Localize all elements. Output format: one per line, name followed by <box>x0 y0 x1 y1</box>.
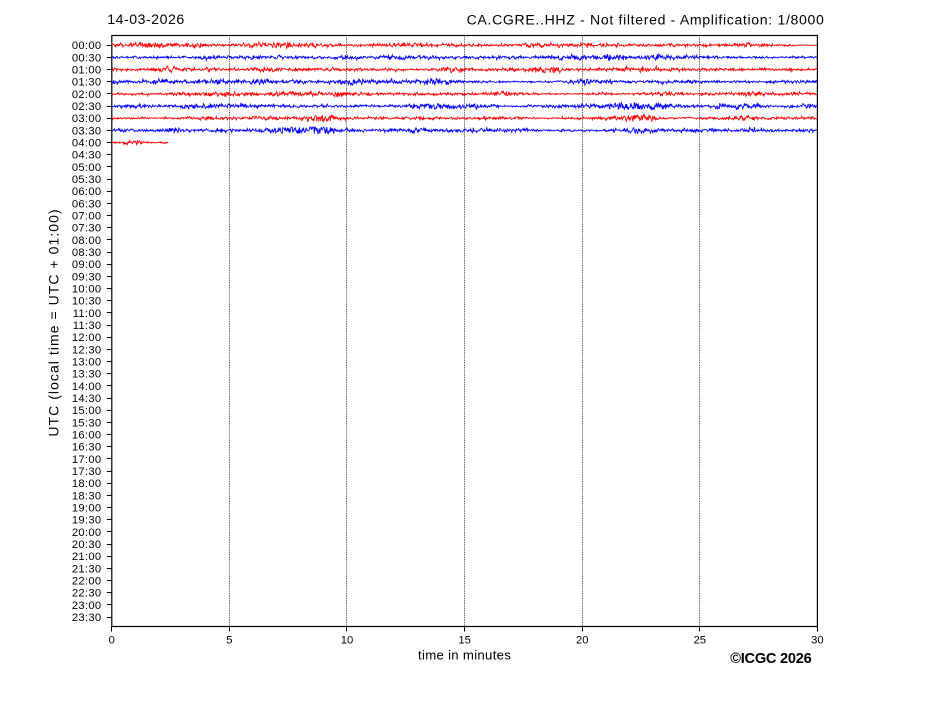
svg-text:time in minutes: time in minutes <box>418 647 511 662</box>
svg-text:04:00: 04:00 <box>72 137 102 149</box>
svg-text:20:00: 20:00 <box>72 527 102 539</box>
svg-text:01:30: 01:30 <box>72 77 102 89</box>
svg-text:18:00: 18:00 <box>72 478 102 490</box>
svg-text:02:00: 02:00 <box>72 89 102 101</box>
svg-text:UTC (local time = UTC + 01:00): UTC (local time = UTC + 01:00) <box>46 208 62 436</box>
svg-text:23:00: 23:00 <box>72 600 102 612</box>
svg-text:07:00: 07:00 <box>72 210 102 222</box>
svg-text:21:00: 21:00 <box>72 551 102 563</box>
svg-text:©ICGC 2026: ©ICGC 2026 <box>730 651 811 667</box>
svg-text:10:00: 10:00 <box>72 283 102 295</box>
svg-text:05:30: 05:30 <box>72 174 102 186</box>
svg-text:19:30: 19:30 <box>72 515 102 527</box>
svg-text:11:00: 11:00 <box>73 308 102 320</box>
svg-text:05:00: 05:00 <box>72 162 102 174</box>
svg-text:07:30: 07:30 <box>72 223 102 235</box>
svg-text:00:30: 00:30 <box>72 52 102 64</box>
svg-text:12:30: 12:30 <box>72 344 102 356</box>
svg-text:21:30: 21:30 <box>72 563 102 575</box>
svg-text:10: 10 <box>341 635 353 647</box>
svg-text:08:30: 08:30 <box>72 247 102 259</box>
svg-text:23:30: 23:30 <box>72 612 102 624</box>
svg-text:04:30: 04:30 <box>72 150 102 162</box>
svg-text:14:00: 14:00 <box>72 381 102 393</box>
svg-text:02:30: 02:30 <box>72 101 102 113</box>
svg-text:CA.CGRE..HHZ - Not filtered -: CA.CGRE..HHZ - Not filtered - Amplificat… <box>467 11 825 27</box>
svg-text:30: 30 <box>811 635 823 647</box>
svg-text:03:00: 03:00 <box>72 113 102 125</box>
svg-text:20:30: 20:30 <box>72 539 102 551</box>
svg-text:16:00: 16:00 <box>72 429 102 441</box>
svg-text:08:00: 08:00 <box>72 235 102 247</box>
svg-text:06:30: 06:30 <box>72 198 102 210</box>
svg-text:15: 15 <box>458 635 470 647</box>
svg-text:16:30: 16:30 <box>72 442 102 454</box>
svg-text:03:30: 03:30 <box>72 125 102 137</box>
svg-text:14-03-2026: 14-03-2026 <box>107 11 185 27</box>
svg-text:25: 25 <box>694 635 706 647</box>
svg-text:15:00: 15:00 <box>72 405 102 417</box>
svg-text:06:00: 06:00 <box>72 186 102 198</box>
svg-text:19:00: 19:00 <box>72 502 102 514</box>
svg-text:14:30: 14:30 <box>72 393 102 405</box>
svg-text:13:00: 13:00 <box>72 356 102 368</box>
svg-text:15:30: 15:30 <box>72 417 102 429</box>
svg-text:11:30: 11:30 <box>73 320 102 332</box>
svg-text:22:00: 22:00 <box>72 575 102 587</box>
svg-text:0: 0 <box>109 635 115 647</box>
svg-text:17:00: 17:00 <box>72 454 102 466</box>
svg-text:13:30: 13:30 <box>72 369 102 381</box>
svg-text:00:00: 00:00 <box>72 40 102 52</box>
svg-text:22:30: 22:30 <box>72 588 102 600</box>
svg-text:12:00: 12:00 <box>72 332 102 344</box>
svg-text:17:30: 17:30 <box>72 466 102 478</box>
svg-text:01:00: 01:00 <box>72 64 102 76</box>
svg-text:09:30: 09:30 <box>72 271 102 283</box>
svg-text:18:30: 18:30 <box>72 490 102 502</box>
svg-text:10:30: 10:30 <box>72 296 102 308</box>
svg-text:20: 20 <box>576 635 588 647</box>
svg-text:5: 5 <box>226 635 232 647</box>
svg-text:09:00: 09:00 <box>72 259 102 271</box>
